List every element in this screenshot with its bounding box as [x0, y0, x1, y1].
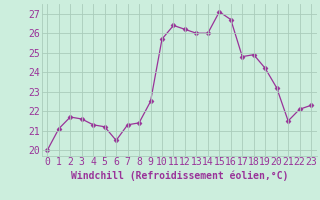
X-axis label: Windchill (Refroidissement éolien,°C): Windchill (Refroidissement éolien,°C) [70, 170, 288, 181]
